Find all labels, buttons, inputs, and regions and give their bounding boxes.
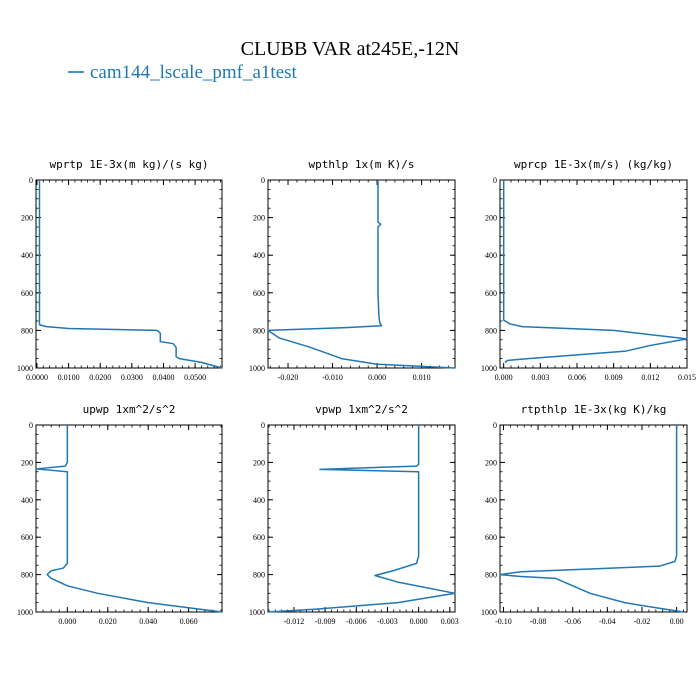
x-tick-label: 0.00: [670, 617, 684, 626]
axes-frame: [267, 424, 456, 613]
axes-frame: [35, 179, 223, 369]
x-tick-label: 0.0100: [58, 373, 80, 382]
panel-1: wprtp 1E-3x(m kg)/(s kg) 0 200 400 600 800 100…: [17, 158, 223, 382]
panel-6: rtpthlp 1E-3x(kg K)/kg02004006008001000-…: [481, 403, 688, 626]
x-tick-label: 0.0000: [26, 373, 48, 382]
panel-title: wprcp 1E-3x(m/s) (kg/kg): [514, 158, 673, 171]
y-tick-label: 600: [253, 289, 265, 298]
x-tick-label: 0.012: [641, 373, 659, 382]
x-tick-label: 0.000: [495, 373, 513, 382]
y-tick-label: 800: [253, 326, 265, 335]
y-tick-label: 200: [253, 214, 265, 223]
y-tick-label: 200: [485, 458, 497, 467]
series-line: [267, 425, 456, 613]
y-tick-label: 0: [261, 421, 265, 430]
y-tick-label: 800: [21, 571, 33, 580]
y-tick-label: 400: [253, 251, 265, 260]
x-tick-label: -0.006: [346, 617, 367, 626]
x-tick-label: 0.010: [413, 373, 431, 382]
x-tick-label: 0.060: [180, 617, 198, 626]
y-tick-label: 0: [29, 421, 33, 430]
x-tick-label: -0.010: [322, 373, 343, 382]
x-tick-label: 0.0200: [89, 373, 111, 382]
y-tick-label: 1000: [249, 364, 265, 373]
y-tick-label: 400: [485, 496, 497, 505]
x-tick-label: 0.006: [568, 373, 586, 382]
y-tick-label: 0: [493, 421, 497, 430]
x-tick-label: 0.020: [99, 617, 117, 626]
y-tick-label: 200: [253, 458, 265, 467]
x-tick-label: 0.000: [58, 617, 76, 626]
series-line: [267, 180, 456, 369]
panel-title: wprtp 1E-3x(m kg)/(s kg): [50, 158, 209, 171]
panel-3: wprcp 1E-3x(m/s) (kg/kg) 0 200 400 600 800 100…: [481, 158, 696, 382]
x-tick-label: -0.003: [377, 617, 398, 626]
x-tick-label: 0.040: [139, 617, 157, 626]
x-tick-label: 0.003: [441, 617, 459, 626]
y-tick-label: 800: [485, 571, 497, 580]
x-tick-label: -0.020: [278, 373, 299, 382]
x-tick-label: -0.10: [495, 617, 512, 626]
x-tick-label: 0.015: [678, 373, 696, 382]
panel-2: wpthlp 1x(m K)/s 0 200 400 600 800 1000 -0.020 -…: [249, 158, 456, 382]
y-tick-label: 800: [485, 326, 497, 335]
y-tick-label: 800: [253, 571, 265, 580]
y-tick-label: 1000: [481, 364, 497, 373]
x-tick-label: -0.012: [284, 617, 305, 626]
x-tick-label: -0.08: [530, 617, 547, 626]
y-tick-label: 1000: [17, 608, 33, 617]
axes-frame: [267, 179, 456, 369]
x-tick-label: 0.003: [531, 373, 549, 382]
series-line: [35, 425, 223, 613]
y-tick-label: 400: [253, 496, 265, 505]
x-tick-label: -0.009: [315, 617, 336, 626]
y-tick-label: 600: [21, 289, 33, 298]
y-tick-label: 400: [21, 251, 33, 260]
panel-5: vpwp 1xm^2/s^2 0 200 400 600 800 1000 -0.012 -0.…: [249, 403, 459, 626]
x-tick-label: 0.0400: [152, 373, 174, 382]
x-tick-label: 0.000: [410, 617, 428, 626]
y-tick-label: 400: [21, 496, 33, 505]
panels-container: wprtp 1E-3x(m kg)/(s kg) 0 200 400 600 800 100…: [17, 158, 696, 626]
x-tick-label: -0.02: [634, 617, 651, 626]
x-tick-label: -0.04: [599, 617, 616, 626]
panel-title: vpwp 1xm^2/s^2: [315, 403, 408, 416]
x-tick-label: 0.0500: [184, 373, 206, 382]
y-tick-label: 0: [493, 176, 497, 185]
y-tick-label: 800: [21, 326, 33, 335]
legend: cam144_lscale_pmf_a1test: [68, 62, 298, 83]
y-tick-label: 1000: [17, 364, 33, 373]
y-tick-label: 200: [21, 458, 33, 467]
x-tick-label: 0.000: [368, 373, 386, 382]
y-tick-label: 1000: [481, 608, 497, 617]
figure-title: CLUBB VAR at245E,-12N: [241, 38, 460, 60]
panel-4: upwp 1xm^2/s^2 0 200 400 600 800 1000 0.000 0.02…: [17, 403, 223, 626]
axes-frame: [499, 424, 688, 613]
y-tick-label: 200: [21, 214, 33, 223]
y-tick-label: 400: [485, 251, 497, 260]
x-tick-label: 0.009: [605, 373, 623, 382]
series-line: [499, 425, 684, 613]
y-tick-label: 1000: [249, 608, 265, 617]
legend-label: cam144_lscale_pmf_a1test: [90, 62, 298, 83]
axes-frame: [499, 179, 688, 369]
panel-title: upwp 1xm^2/s^2: [83, 403, 176, 416]
y-tick-label: 0: [261, 176, 265, 185]
x-tick-label: -0.06: [564, 617, 581, 626]
y-tick-label: 600: [253, 533, 265, 542]
x-tick-label: 0.0300: [121, 373, 143, 382]
y-tick-label: 600: [485, 289, 497, 298]
y-tick-label: 600: [21, 533, 33, 542]
panel-title: wpthlp 1x(m K)/s: [309, 158, 415, 171]
series-line: [502, 180, 688, 363]
y-tick-label: 200: [485, 214, 497, 223]
panel-title: rtpthlp 1E-3x(kg K)/kg: [521, 403, 667, 416]
y-tick-label: 0: [29, 176, 33, 185]
y-tick-label: 600: [485, 533, 497, 542]
series-line: [38, 180, 223, 369]
